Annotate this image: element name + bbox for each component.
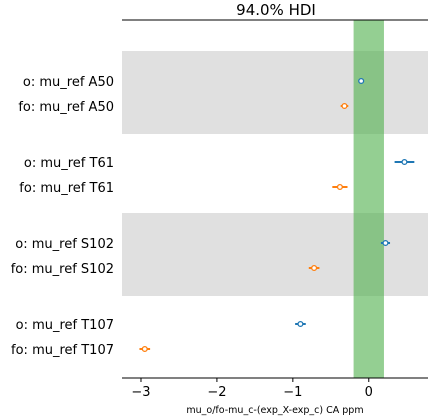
mean-point-o xyxy=(401,158,408,166)
x-tick-label: −3 xyxy=(131,385,150,400)
mean-point-fo xyxy=(336,183,343,191)
row-label: o: mu_ref T61 xyxy=(24,156,114,171)
row-label: fo: mu_ref T107 xyxy=(11,343,114,358)
row-label: fo: mu_ref T61 xyxy=(19,181,114,196)
mean-point-o xyxy=(297,320,304,328)
mean-point-fo xyxy=(341,102,348,110)
chart-title: 94.0% HDI xyxy=(236,1,316,19)
mean-point-fo xyxy=(311,264,318,272)
row-label: fo: mu_ref A50 xyxy=(18,100,114,115)
row-label: o: mu_ref T107 xyxy=(16,318,114,333)
x-axis-label: mu_o/fo-mu_c-(exp_X-exp_c) CA ppm xyxy=(186,405,363,416)
mean-point-o xyxy=(382,239,389,247)
x-axis-ticks: −3 −2 −1 0 xyxy=(131,378,373,400)
x-tick-label: 0 xyxy=(365,385,373,400)
reference-band xyxy=(353,20,384,378)
mean-point-o xyxy=(358,77,365,85)
row-label: o: mu_ref A50 xyxy=(23,75,114,90)
hdi-marks xyxy=(139,77,415,353)
row-label: o: mu_ref S102 xyxy=(15,237,114,252)
row-label: fo: mu_ref S102 xyxy=(11,262,114,277)
mean-point-fo xyxy=(141,345,148,353)
x-tick-label: −1 xyxy=(283,385,302,400)
row-labels: o: mu_ref A50 fo: mu_ref A50 o: mu_ref T61… xyxy=(11,75,114,358)
x-tick-label: −2 xyxy=(207,385,226,400)
